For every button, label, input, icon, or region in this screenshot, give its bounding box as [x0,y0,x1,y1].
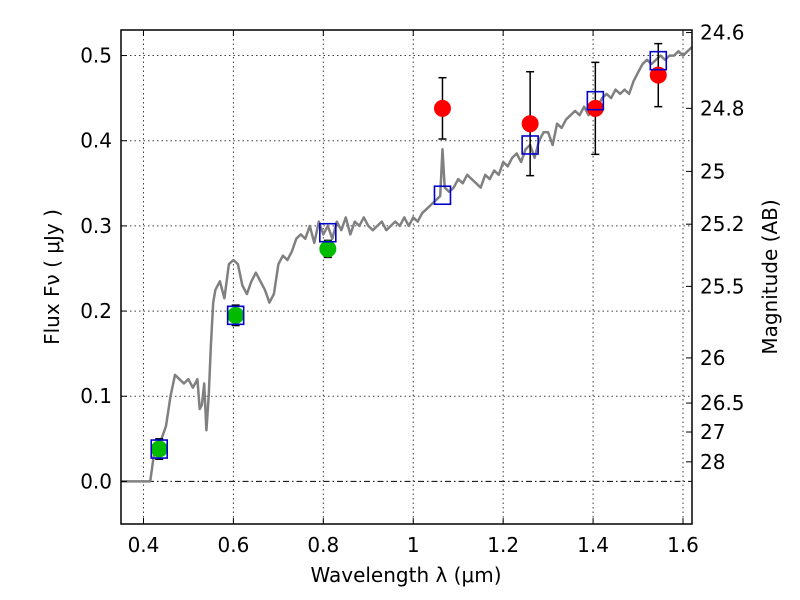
y-tick-label: 0.3 [80,214,112,238]
right-tick-label: 24.8 [700,96,745,120]
data-point [433,99,451,117]
data-point [150,440,168,458]
x-tick-label: 0.4 [128,533,160,557]
y-axis-label: Flux Fν ( μJy ) [40,209,64,345]
data-point [319,240,337,258]
x-tick-label: 1.4 [577,533,609,557]
data-point [521,115,539,133]
x-tick-label: 0.6 [217,533,249,557]
model-photometry-square [226,305,245,326]
data-point [649,66,667,84]
y-tick-label: 0.0 [80,469,112,493]
right-tick-label: 28 [700,450,725,474]
plot-area [121,42,693,483]
x-tick-label: 1.2 [487,533,519,557]
right-tick-label: 24.6 [700,21,745,45]
tick-labels: 0.4 0.6 0.8 1 1.2 1.4 1.6 0.0 0.1 0.2 0.3 0.4 0.5 24.… [80,21,744,557]
model-photometry-square [649,50,668,71]
plot-frame [120,29,693,525]
y-tick-label: 0.5 [80,44,112,68]
right-tick-label: 25.5 [700,274,745,298]
grid [121,30,692,524]
axis-ticks [121,30,692,524]
y-tick-label: 0.2 [80,299,112,323]
model-photometry-square [319,222,337,243]
model-photometry-square [150,439,169,459]
model-spectrum-line [121,46,693,483]
right-tick-label: 25 [700,159,725,183]
x-tick-label: 0.8 [307,533,339,557]
right-tick-label: 27 [700,420,725,444]
right-axis-label: Magnitude (AB) [758,199,782,354]
right-tick-label: 25.2 [700,212,745,236]
data-point [586,99,604,117]
y-tick-label: 0.1 [80,384,112,408]
model-photometry-square [433,185,452,206]
model-photometry-square [521,135,539,155]
x-tick-label: 1 [407,533,420,557]
right-tick-label: 26 [700,346,725,370]
model-photometry-square [586,90,605,111]
right-tick-label: 26.5 [700,391,745,415]
x-axis-label: Wavelength λ (μm) [310,563,501,587]
x-tick-label: 1.6 [667,533,699,557]
data-point [227,306,245,324]
y-tick-label: 0.4 [80,129,112,153]
